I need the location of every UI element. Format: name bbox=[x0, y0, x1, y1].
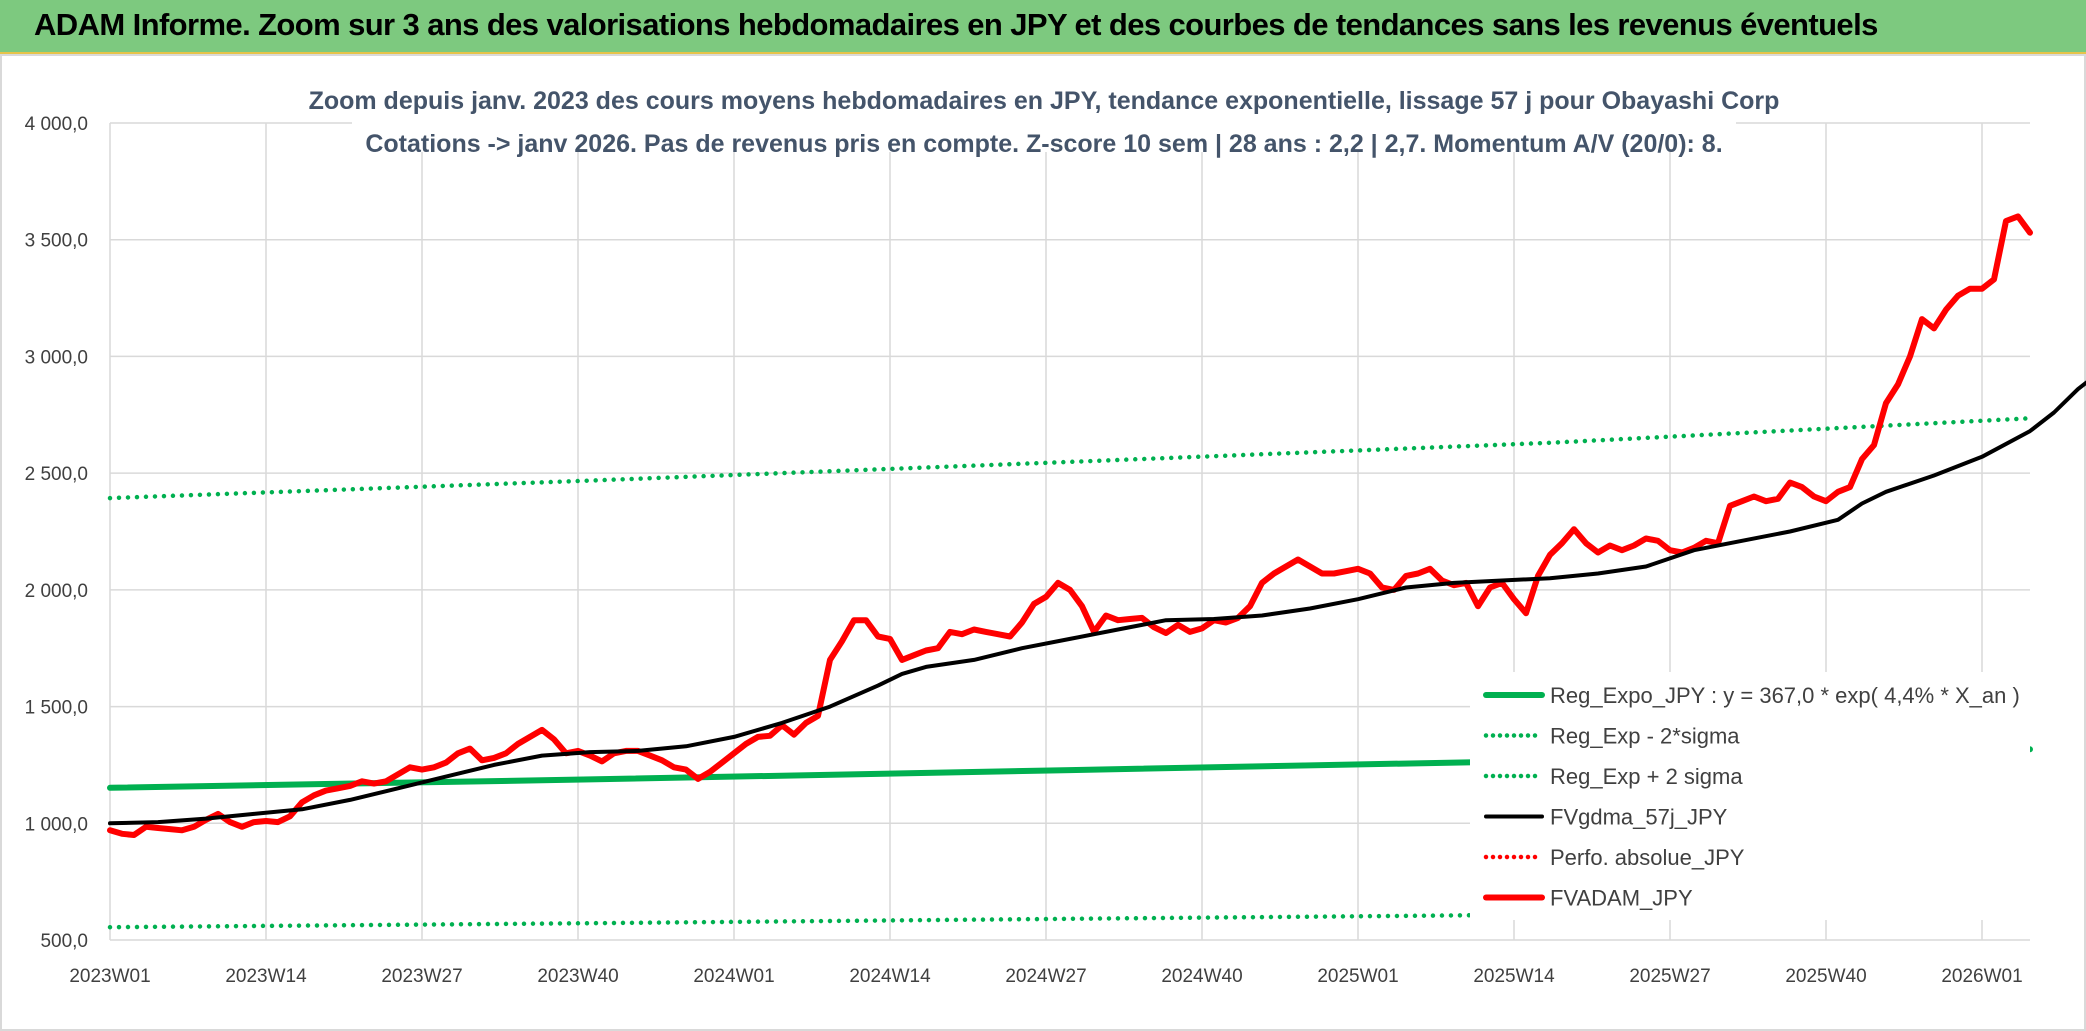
report-banner: ADAM Informe. Zoom sur 3 ans des valoris… bbox=[0, 0, 2086, 54]
y-tick-label: 2 000,0 bbox=[25, 581, 88, 602]
chart-title: Zoom depuis janv. 2023 des cours moyens … bbox=[309, 87, 1780, 115]
legend-label: Reg_Expo_JPY : y = 367,0 * exp( 4,4% * X… bbox=[1550, 683, 2020, 708]
x-tick-label: 2025W14 bbox=[1473, 966, 1555, 987]
y-tick-label: 3 000,0 bbox=[25, 347, 88, 368]
series-line-5 bbox=[107, 213, 2033, 838]
x-tick-label: 2024W27 bbox=[1005, 966, 1086, 987]
x-tick-label: 2023W40 bbox=[537, 966, 618, 987]
y-tick-label: 1 500,0 bbox=[25, 698, 88, 719]
x-tick-label: 2023W14 bbox=[225, 966, 307, 987]
x-tick-label: 2024W14 bbox=[849, 966, 931, 987]
legend-box bbox=[1470, 672, 2030, 920]
x-tick-label: 2025W40 bbox=[1785, 966, 1866, 987]
y-tick-label: 1 000,0 bbox=[25, 814, 88, 835]
series-line-3 bbox=[108, 380, 2086, 826]
x-tick-label: 2026W01 bbox=[1941, 966, 2022, 987]
y-tick-label: 2 500,0 bbox=[25, 464, 88, 485]
series-line-2 bbox=[107, 416, 2033, 501]
x-tick-label: 2025W27 bbox=[1629, 966, 1710, 987]
x-tick-label: 2024W40 bbox=[1161, 966, 1242, 987]
y-tick-label: 4 000,0 bbox=[25, 114, 88, 135]
title-backdrop bbox=[352, 82, 1736, 152]
legend-label: FVADAM_JPY bbox=[1550, 886, 1693, 911]
y-tick-label: 3 500,0 bbox=[25, 231, 88, 252]
y-tick-label: 500,0 bbox=[40, 931, 88, 952]
chart-subtitle: Cotations -> janv 2026. Pas de revenus p… bbox=[365, 130, 1722, 158]
x-tick-label: 2023W01 bbox=[69, 966, 150, 987]
y-axis-ticks: 500,0 1 000,0 1 500,0 2 000,0 2 500,0 3 000,0… bbox=[25, 114, 88, 952]
legend-label: FVgdma_57j_JPY bbox=[1550, 805, 1728, 830]
x-tick-label: 2023W27 bbox=[381, 966, 462, 987]
legend-label: Reg_Exp + 2 sigma bbox=[1550, 764, 1743, 789]
legend-label: Perfo. absolue_JPY bbox=[1550, 845, 1745, 870]
legend-label: Reg_Exp - 2*sigma bbox=[1550, 724, 1740, 749]
x-tick-label: 2025W01 bbox=[1317, 966, 1398, 987]
x-tick-label: 2024W01 bbox=[693, 966, 774, 987]
x-axis-ticks: 2023W01 2023W14 2023W27 2023W40 2024W01 2024W… bbox=[69, 966, 2022, 987]
chart-legend: Reg_Expo_JPY : y = 367,0 * exp( 4,4% * X… bbox=[1470, 672, 2030, 920]
report-title: ADAM Informe. Zoom sur 3 ans des valoris… bbox=[34, 7, 1878, 42]
